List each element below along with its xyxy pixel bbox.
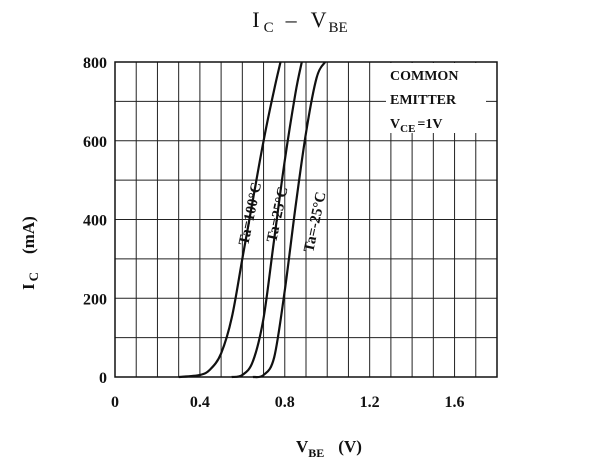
- title-ic-sub: C: [264, 20, 274, 36]
- x-tick-label: 0: [111, 394, 119, 411]
- title-ic-main: I: [252, 7, 259, 32]
- series-line-100c: [178, 61, 282, 379]
- title-vbe-main: V: [311, 7, 327, 32]
- x-axis-label-sub: BE: [308, 446, 324, 460]
- series-line-minus25c: [252, 61, 327, 379]
- y-axis-label-unit: (mA): [19, 216, 38, 254]
- x-tick-label: 1.2: [360, 394, 380, 411]
- annotation-vce-rest: =1V: [417, 117, 442, 132]
- annotation-background: [386, 63, 486, 133]
- series-label-25c: Ta=25°C: [264, 185, 291, 244]
- y-tick-labels: 0 200 400 600 800: [83, 55, 107, 387]
- x-axis-label-unit: (V): [338, 437, 362, 456]
- x-tick-labels: 0 0.4 0.8 1.2 1.6: [111, 394, 465, 411]
- y-tick-label: 600: [83, 134, 107, 151]
- x-tick-label: 0.8: [275, 394, 295, 411]
- annotation-line-1: COMMON: [390, 69, 458, 84]
- grid: [115, 62, 497, 377]
- x-tick-label: 1.6: [445, 394, 465, 411]
- y-tick-label: 400: [83, 213, 107, 230]
- annotation-vce: VCE =1V: [390, 117, 443, 135]
- series-curves: [178, 61, 327, 379]
- y-axis-label-main: I: [19, 283, 38, 290]
- y-tick-label: 800: [83, 55, 107, 72]
- title-vbe-sub: BE: [329, 20, 348, 36]
- title-dash: –: [285, 7, 298, 32]
- series-label-100c: Ta=100°C: [236, 181, 265, 247]
- plot-frame: [114, 61, 498, 378]
- annotation-vce-main: V: [390, 117, 400, 132]
- annotation-vce-sub: CE: [400, 123, 415, 135]
- chart-title: I C – V BE: [252, 7, 347, 36]
- series-line-25c: [231, 61, 303, 379]
- x-axis-label: VBE (V): [296, 437, 362, 460]
- x-axis-label-main: V: [296, 437, 309, 456]
- y-axis-label-sub: C: [26, 272, 41, 281]
- y-axis-label: IC (mA): [19, 216, 41, 290]
- y-tick-label: 0: [99, 370, 107, 387]
- x-tick-label: 0.4: [190, 394, 210, 411]
- y-tick-label: 200: [83, 291, 107, 308]
- annotation-line-2: EMITTER: [390, 93, 457, 108]
